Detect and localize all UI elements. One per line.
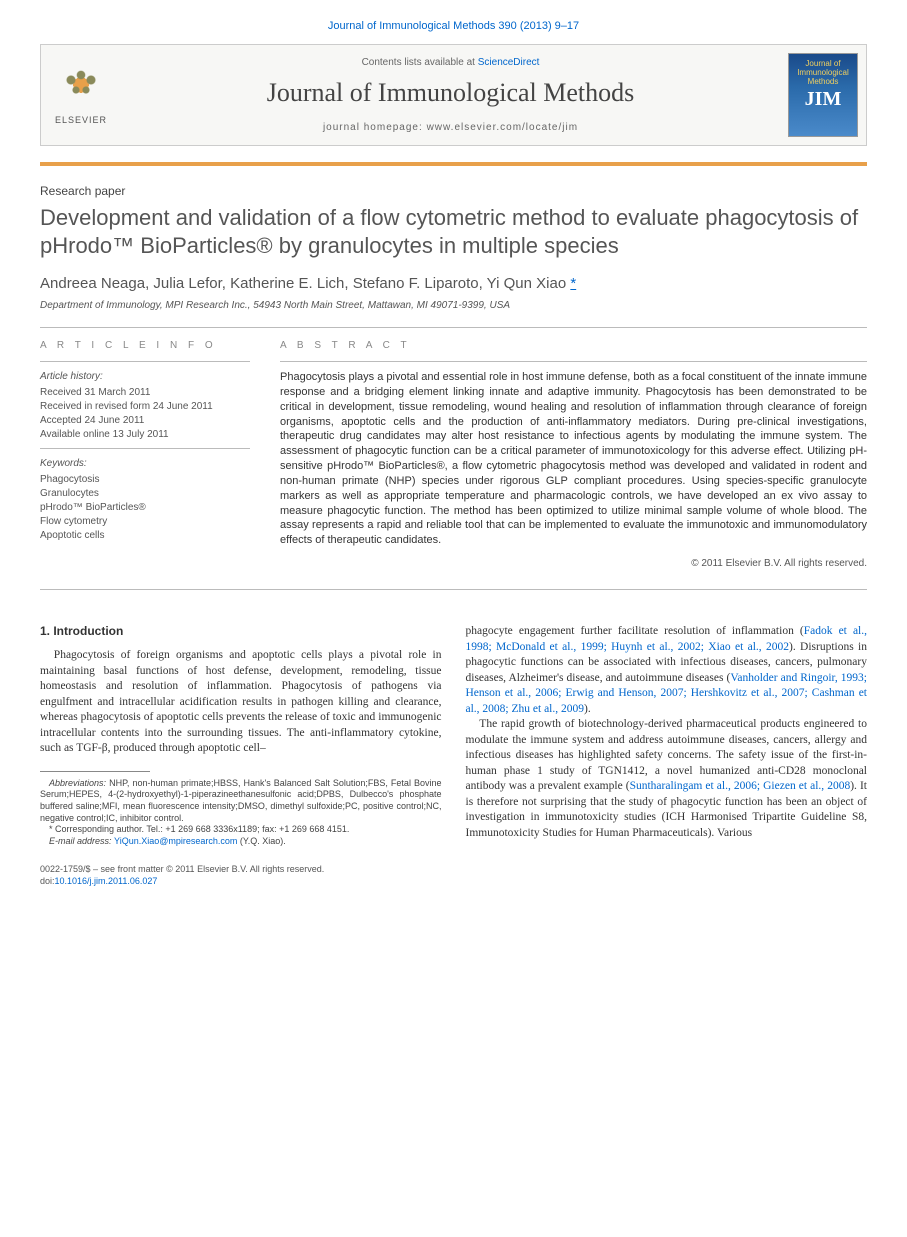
body-two-columns: 1. Introduction Phagocytosis of foreign … [40,624,867,887]
article-history-block: Article history: Received 31 March 2011 … [40,370,250,442]
doi-line: doi:10.1016/j.jim.2011.06.027 [40,876,442,888]
abstract-text: Phagocytosis plays a pivotal and essenti… [280,370,867,548]
right-column: phagocyte engagement further facilitate … [466,624,868,887]
footnote-rule [40,771,150,772]
intro-para-1: Phagocytosis of foreign organisms and ap… [40,648,442,757]
article-info-label: A R T I C L E I N F O [40,340,250,351]
homepage-prefix: journal homepage: [323,122,427,133]
history-revised: Received in revised form 24 June 2011 [40,400,250,414]
keyword-item: Flow cytometry [40,515,250,529]
history-title: Article history: [40,370,250,384]
doi-link[interactable]: 10.1016/j.jim.2011.06.027 [55,876,158,886]
author-list: Andreea Neaga, Julia Lefor, Katherine E.… [40,275,867,292]
keyword-item: Phagocytosis [40,473,250,487]
corresponding-author-marker[interactable]: * [570,275,576,292]
email-link[interactable]: YiQun.Xiao@mpiresearch.com [114,836,237,846]
left-column: 1. Introduction Phagocytosis of foreign … [40,624,442,887]
cover-jim-label: JIM [805,88,842,111]
orange-divider-bar [40,162,867,166]
divider [40,327,867,328]
keywords-title: Keywords: [40,457,250,471]
abstract-label: A B S T R A C T [280,340,867,351]
doi-label: doi: [40,876,55,886]
intro-heading: 1. Introduction [40,624,442,638]
divider [280,361,867,362]
journal-header-box: ELSEVIER Contents lists available at Sci… [40,44,867,146]
article-title: Development and validation of a flow cyt… [40,204,867,259]
keywords-block: Keywords: Phagocytosis Granulocytes pHro… [40,457,250,543]
citation-link[interactable]: Suntharalingam et al., 2006; Giezen et a… [630,780,851,792]
divider [40,589,867,590]
para2c: ). [584,703,591,715]
journal-homepage-line: journal homepage: www.elsevier.com/locat… [129,122,772,133]
corresponding-footnote: * Corresponding author. Tel.: +1 269 668… [40,824,442,836]
top-citation: Journal of Immunological Methods 390 (20… [40,20,867,32]
abbrev-label: Abbreviations: [49,778,106,788]
divider [40,448,250,449]
abbreviations-footnote: Abbreviations: NHP, non-human primate;HB… [40,778,442,825]
abstract-column: A B S T R A C T Phagocytosis plays a piv… [280,340,867,569]
email-label: E-mail address: [49,836,114,846]
keyword-item: Granulocytes [40,487,250,501]
divider [40,361,250,362]
intro-para-3: The rapid growth of biotechnology-derive… [466,717,868,841]
homepage-url: www.elsevier.com/locate/jim [427,122,578,133]
elsevier-label: ELSEVIER [55,115,107,125]
cover-small-title: Journal of Immunological Methods [789,60,857,86]
contents-lists-line: Contents lists available at ScienceDirec… [129,57,772,68]
email-suffix: (Y.Q. Xiao). [237,836,285,846]
issn-line: 0022-1759/$ – see front matter © 2011 El… [40,864,442,876]
para2a: phagocyte engagement further facilitate … [466,625,804,637]
keyword-item: Apoptotic cells [40,529,250,543]
authors-text: Andreea Neaga, Julia Lefor, Katherine E.… [40,275,566,292]
history-received: Received 31 March 2011 [40,386,250,400]
affiliation: Department of Immunology, MPI Research I… [40,300,867,311]
info-abstract-row: A R T I C L E I N F O Article history: R… [40,340,867,569]
sciencedirect-link[interactable]: ScienceDirect [478,57,540,68]
header-center: Contents lists available at ScienceDirec… [121,45,780,145]
elsevier-logo: ELSEVIER [41,45,121,145]
intro-para-2: phagocyte engagement further facilitate … [466,624,868,717]
journal-name: Journal of Immunological Methods [129,78,772,108]
abstract-copyright: © 2011 Elsevier B.V. All rights reserved… [280,558,867,569]
article-info-column: A R T I C L E I N F O Article history: R… [40,340,250,569]
history-accepted: Accepted 24 June 2011 [40,414,250,428]
contents-prefix: Contents lists available at [362,57,478,68]
history-online: Available online 13 July 2011 [40,428,250,442]
article-type: Research paper [40,184,867,198]
email-footnote: E-mail address: YiQun.Xiao@mpiresearch.c… [40,836,442,848]
footer-meta: 0022-1759/$ – see front matter © 2011 El… [40,864,442,887]
keyword-item: pHrodo™ BioParticles® [40,501,250,515]
elsevier-tree-icon [56,65,106,115]
journal-cover-thumbnail: Journal of Immunological Methods JIM [788,53,858,137]
